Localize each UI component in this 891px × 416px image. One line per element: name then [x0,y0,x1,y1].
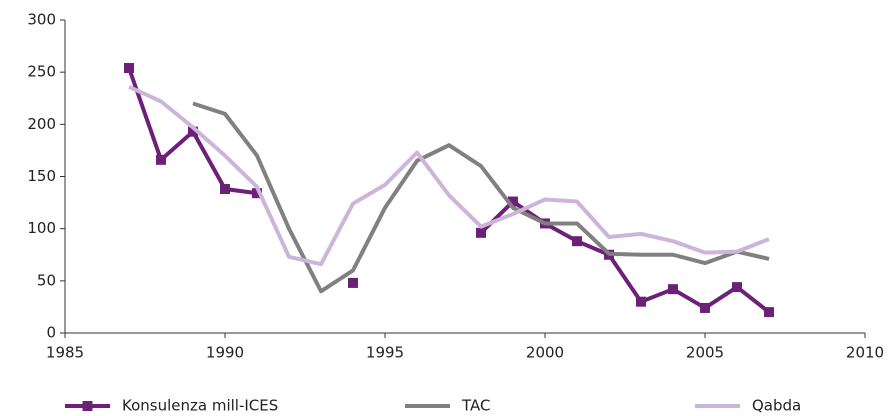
marker [668,284,678,295]
x-tick-label: 1995 [366,344,404,362]
marker [764,307,774,318]
x-tick-label: 2010 [846,344,884,362]
legend-label: Qabda [752,397,801,415]
series-line [192,101,770,294]
marker [220,184,230,195]
x-tick-label: 1990 [206,344,244,362]
y-tick-label: 100 [27,219,56,237]
legend-marker [82,401,93,411]
y-tick-label: 250 [27,63,56,81]
marker [252,188,262,199]
marker [636,296,646,307]
marker [348,277,358,288]
y-tick-label: 300 [27,11,56,29]
marker [188,126,198,137]
y-tick-label: 0 [46,324,56,342]
x-tick-label: 1985 [46,344,84,362]
series-line [128,84,770,267]
x-tick-label: 2000 [526,344,564,362]
x-tick-label: 2005 [686,344,724,362]
marker [732,282,742,293]
y-tick-label: 50 [37,271,56,289]
legend-label: Konsulenza mill-ICES [122,397,278,415]
legend-label: TAC [461,397,490,415]
y-tick-label: 200 [27,115,56,133]
marker [572,236,582,247]
y-tick-label: 150 [27,167,56,185]
marker [476,227,486,238]
marker [156,154,166,165]
marker [124,62,134,73]
marker [700,302,710,313]
marker [508,196,518,207]
